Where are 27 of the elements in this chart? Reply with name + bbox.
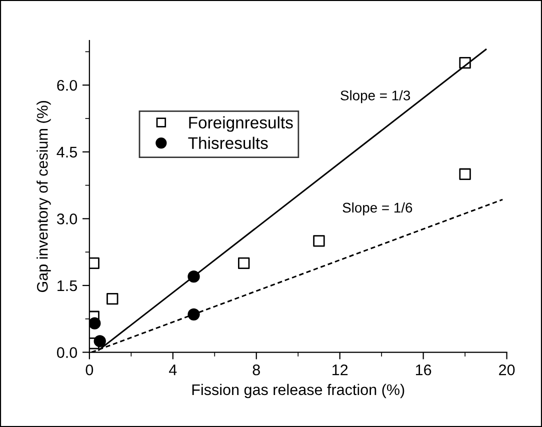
point [313,235,325,247]
legend-label: Foreignresults [189,116,293,132]
y-tick-label: 1.5 [58,280,77,292]
x-tick-label: 4 [169,364,177,376]
legend-label: Thisresults [188,136,268,150]
point [89,317,101,330]
y-axis-title: Gap inventory of cesium (%) [36,100,51,292]
y-tick-label: 4.5 [56,146,77,158]
point [188,308,200,320]
point [89,257,100,270]
point [459,168,471,180]
point [94,335,106,348]
x-tick-label: 16 [416,364,432,376]
y-tick-label: 6.0 [57,80,78,91]
point [459,56,471,69]
y-tick-label: 3.0 [56,214,78,224]
point [188,270,200,283]
annotation: Slope = 1/3 [340,90,410,104]
y-tick-label: 0.0 [56,347,78,358]
annotation: Slope = 1/6 [342,202,412,216]
x-axis-title: Fission gas release fraction (%) [192,384,404,398]
x-tick-label: 20 [499,364,515,376]
point [238,257,250,270]
point [106,292,118,305]
x-tick-label: 0 [86,364,94,376]
x-tick-label: 8 [252,364,260,376]
x-tick-label: 12 [332,364,348,376]
